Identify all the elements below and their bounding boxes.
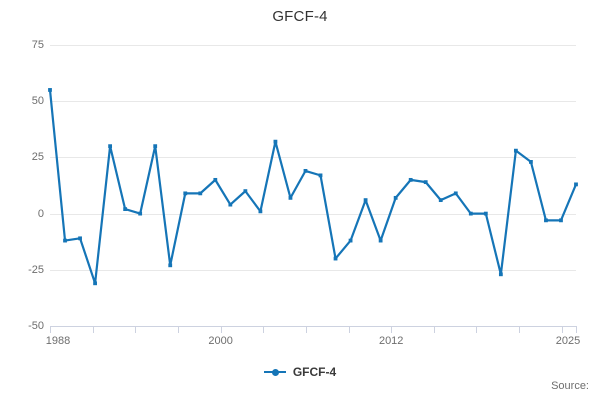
y-axis-tick-label: 25 [31,151,44,164]
data-point-marker[interactable] [348,238,353,243]
data-point-marker[interactable] [78,236,82,241]
x-axis-tick-mark [576,326,577,333]
data-point-marker[interactable] [183,191,188,196]
x-axis-tick-mark [433,326,435,333]
data-point-marker[interactable] [529,160,533,164]
gridline [50,157,576,159]
gridline [50,45,576,46]
y-axis-tick-label: 75 [31,39,44,51]
gridline [50,213,576,215]
x-axis-tick-label: 2012 [378,335,404,347]
x-axis-tick-mark [135,326,137,333]
x-axis-tick-mark [263,326,265,333]
data-point-marker[interactable] [378,238,383,243]
x-axis-tick-label: 2000 [208,335,233,347]
data-point-marker[interactable] [363,198,368,203]
x-axis-tick-label: 2025 [555,335,581,347]
series-polyline [48,88,578,285]
data-point-marker[interactable] [498,272,503,277]
data-point-marker[interactable] [273,139,278,144]
y-axis-tick-label: -50 [28,320,44,332]
data-point-marker[interactable] [438,198,443,203]
data-point-marker[interactable] [544,218,548,223]
x-axis: 1988 2000 2012 2025 [46,326,580,350]
data-point-marker[interactable] [303,168,308,173]
x-axis-tick-mark [476,326,478,333]
source-label: Source: [551,380,589,392]
x-axis-tick-mark [177,326,179,333]
data-point-marker[interactable] [513,148,518,153]
plot-area [48,45,578,327]
x-axis-tick-mark [220,326,222,333]
data-point-marker[interactable] [333,256,338,261]
data-point-marker[interactable] [48,88,52,92]
data-point-marker[interactable] [393,195,398,200]
data-point-marker[interactable] [198,191,203,196]
x-axis-tick-mark [50,326,51,333]
data-point-marker[interactable] [318,173,323,178]
x-axis-tick-mark [305,326,307,333]
data-point-marker[interactable] [258,209,263,214]
page-title: GFCF-4 [272,8,328,25]
x-axis-tick-mark [561,326,563,333]
data-point-marker[interactable] [483,211,488,216]
gridline [50,269,576,271]
data-point-marker[interactable] [408,177,413,182]
series-line-gfcf-4[interactable] [48,45,578,326]
data-point-marker[interactable] [423,180,428,185]
data-point-marker[interactable] [153,144,158,149]
x-axis-baseline [50,326,576,327]
x-axis-tick-mark [519,326,521,333]
legend-item-label[interactable]: GFCF-4 [292,365,337,379]
x-axis-tick-mark [391,326,393,333]
x-axis-tick-mark [92,326,94,333]
x-axis-tick-label: 1988 [45,335,71,347]
data-point-marker[interactable] [559,218,563,223]
legend-line-marker-icon [263,367,286,377]
data-point-marker[interactable] [138,211,143,216]
data-point-marker[interactable] [63,238,67,243]
data-point-marker[interactable] [108,144,113,149]
chart-legend: GFCF-4 [0,365,600,379]
data-point-marker[interactable] [574,182,578,187]
data-point-marker[interactable] [453,191,458,196]
data-point-marker[interactable] [288,195,293,200]
data-point-marker[interactable] [168,263,173,268]
data-point-marker[interactable] [93,281,97,286]
data-point-marker[interactable] [468,211,473,216]
data-point-marker[interactable] [228,202,233,207]
data-point-marker[interactable] [243,189,248,194]
y-axis-tick-label: 50 [31,95,44,108]
y-axis-tick-label: 0 [37,207,44,220]
gridline [50,101,576,103]
y-axis-tick-label: -25 [28,263,44,276]
x-axis-tick-mark [348,326,350,333]
data-point-marker[interactable] [123,207,128,211]
data-point-marker[interactable] [213,177,218,182]
